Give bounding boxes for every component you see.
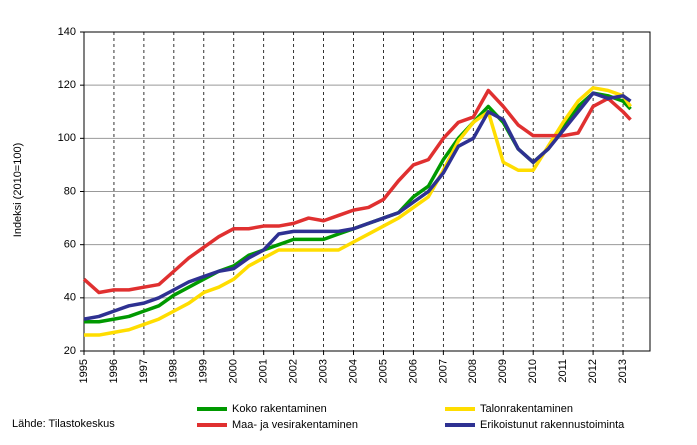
x-tick-label: 2001 <box>258 359 270 383</box>
x-tick-label: 1996 <box>108 359 120 383</box>
x-tick-label: 2009 <box>497 359 509 383</box>
legend-label: Koko rakentaminen <box>232 403 327 415</box>
series-line <box>82 88 632 295</box>
y-tick-label: 140 <box>58 26 76 38</box>
y-tick-label: 20 <box>64 345 76 357</box>
series-line <box>83 91 632 321</box>
y-tick-label: 80 <box>64 185 76 197</box>
x-tick-label: 1995 <box>78 359 90 383</box>
y-tick-label: 100 <box>58 132 76 144</box>
legend-label: Talonrakentaminen <box>480 403 573 415</box>
x-tick-label: 2002 <box>288 359 300 383</box>
x-tick-label: 2007 <box>437 359 449 383</box>
x-tick-label: 2005 <box>377 359 389 383</box>
x-tick-label: 1997 <box>138 359 150 383</box>
y-tick-label: 40 <box>64 292 76 304</box>
source: Lähde: Tilastokeskus <box>12 418 115 430</box>
x-tick-label: 2008 <box>467 359 479 383</box>
x-tick-label: 2003 <box>317 359 329 383</box>
series-line <box>84 91 632 324</box>
x-tick-label: 2012 <box>587 359 599 383</box>
plot-frame <box>83 31 651 352</box>
x-tick-label: 1999 <box>198 359 210 383</box>
x-tick-label: 2004 <box>347 359 359 383</box>
x-tick-label: 1998 <box>168 359 180 383</box>
y-axis-label: Indeksi (2010=100) <box>12 143 24 237</box>
x-tick-label: 2000 <box>228 359 240 383</box>
legend-label: Maa- ja vesirakentaminen <box>232 419 358 431</box>
x-tick-label: 2010 <box>527 359 539 383</box>
y-tick-label: 60 <box>64 239 76 251</box>
x-tick-label: 2011 <box>557 359 569 383</box>
legend-label: Erikoistunut rakennustoiminta <box>480 419 625 431</box>
x-tick-label: 2006 <box>407 359 419 383</box>
y-tick-label: 120 <box>58 79 76 91</box>
x-tick-label: 2013 <box>617 359 629 383</box>
